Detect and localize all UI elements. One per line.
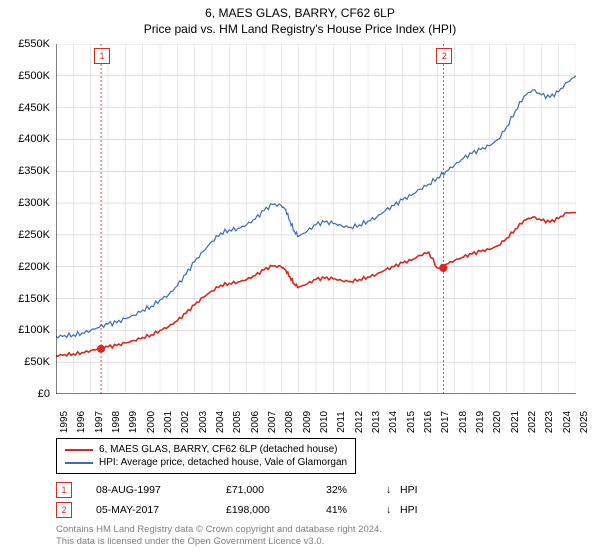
x-tick-label: 2024: [562, 411, 573, 433]
x-tick-label: 2009: [302, 411, 313, 433]
transaction-price: £198,000: [226, 504, 326, 516]
transaction-hpi-label: HPI: [400, 504, 430, 516]
x-tick-label: 1997: [94, 411, 105, 433]
legend-swatch: [65, 462, 93, 464]
y-tick-label: £150K: [18, 293, 50, 305]
x-tick-label: 2005: [232, 411, 243, 433]
x-tick-label: 2011: [336, 411, 347, 433]
y-tick-label: £550K: [18, 38, 50, 50]
transaction-badge: 1: [56, 482, 72, 498]
x-tick-label: 2018: [458, 411, 469, 433]
legend-swatch: [65, 449, 93, 451]
legend-label: HPI: Average price, detached house, Vale…: [99, 457, 347, 468]
y-tick-label: £300K: [18, 197, 50, 209]
transaction-badge: 2: [56, 502, 72, 518]
x-tick-label: 2006: [250, 411, 261, 433]
transaction-date: 08-AUG-1997: [96, 484, 226, 496]
footer-line-2: This data is licensed under the Open Gov…: [56, 536, 382, 548]
x-tick-label: 2016: [423, 411, 434, 433]
sale-marker-badge: 1: [94, 48, 110, 64]
chart-title: 6, MAES GLAS, BARRY, CF62 6LP: [0, 0, 600, 20]
x-tick-label: 1998: [111, 411, 122, 433]
legend: 6, MAES GLAS, BARRY, CF62 6LP (detached …: [56, 438, 356, 474]
transaction-percent: 41%: [326, 504, 386, 516]
x-tick-label: 1996: [76, 411, 87, 433]
chart-subtitle: Price paid vs. HM Land Registry's House …: [0, 20, 600, 36]
x-tick-label: 2013: [371, 411, 382, 433]
x-tick-label: 1999: [128, 411, 139, 433]
plot-area: 12: [56, 44, 576, 394]
down-arrow-icon: ↓: [386, 484, 400, 496]
legend-label: 6, MAES GLAS, BARRY, CF62 6LP (detached …: [99, 444, 337, 455]
y-tick-label: £400K: [18, 133, 50, 145]
footer-line-1: Contains HM Land Registry data © Crown c…: [56, 524, 382, 536]
transactions-table: 1 08-AUG-1997£71,00032%↓HPI 2 05-MAY-2017£1…: [56, 480, 430, 520]
x-tick-label: 2021: [510, 411, 521, 433]
footer-attribution: Contains HM Land Registry data © Crown c…: [56, 524, 382, 549]
x-tick-label: 2019: [475, 411, 486, 433]
transaction-price: £71,000: [226, 484, 326, 496]
x-tick-label: 2020: [492, 411, 503, 433]
down-arrow-icon: ↓: [386, 504, 400, 516]
x-tick-label: 2000: [146, 411, 157, 433]
chart-svg: [56, 44, 576, 394]
y-tick-label: £50K: [24, 356, 50, 368]
y-tick-label: £450K: [18, 102, 50, 114]
y-tick-label: £0: [38, 388, 50, 400]
x-tick-label: 2008: [284, 411, 295, 433]
transaction-hpi-label: HPI: [400, 484, 430, 496]
sale-marker-badge: 2: [436, 48, 452, 64]
x-tick-label: 2007: [267, 411, 278, 433]
y-tick-label: £500K: [18, 70, 50, 82]
legend-item: 6, MAES GLAS, BARRY, CF62 6LP (detached …: [65, 443, 347, 456]
y-tick-label: £200K: [18, 261, 50, 273]
x-tick-label: 2012: [354, 411, 365, 433]
x-axis: 1995 1996 1997 1998 1999 2000 2001 2002 2003 2004…: [56, 396, 576, 436]
x-tick-label: 2023: [544, 411, 555, 433]
chart-container: 6, MAES GLAS, BARRY, CF62 6LP Price paid…: [0, 0, 600, 560]
y-axis: £0£50K£100K£150K£200K£250K£300K£350K£400…: [0, 44, 54, 394]
x-tick-label: 2002: [180, 411, 191, 433]
transaction-percent: 32%: [326, 484, 386, 496]
x-tick-label: 2017: [440, 411, 451, 433]
x-tick-label: 2001: [163, 411, 174, 433]
y-tick-label: £350K: [18, 165, 50, 177]
x-tick-label: 2014: [388, 411, 399, 433]
transaction-date: 05-MAY-2017: [96, 504, 226, 516]
x-tick-label: 2010: [319, 411, 330, 433]
legend-item: HPI: Average price, detached house, Vale…: [65, 456, 347, 469]
transaction-row: 1 08-AUG-1997£71,00032%↓HPI: [56, 480, 430, 500]
transaction-row: 2 05-MAY-2017£198,00041%↓HPI: [56, 500, 430, 520]
y-tick-label: £250K: [18, 229, 50, 241]
x-tick-label: 2025: [579, 411, 590, 433]
x-tick-label: 1995: [59, 411, 70, 433]
x-tick-label: 2015: [406, 411, 417, 433]
x-tick-label: 2022: [527, 411, 538, 433]
x-tick-label: 2004: [215, 411, 226, 433]
y-tick-label: £100K: [18, 324, 50, 336]
x-tick-label: 2003: [198, 411, 209, 433]
